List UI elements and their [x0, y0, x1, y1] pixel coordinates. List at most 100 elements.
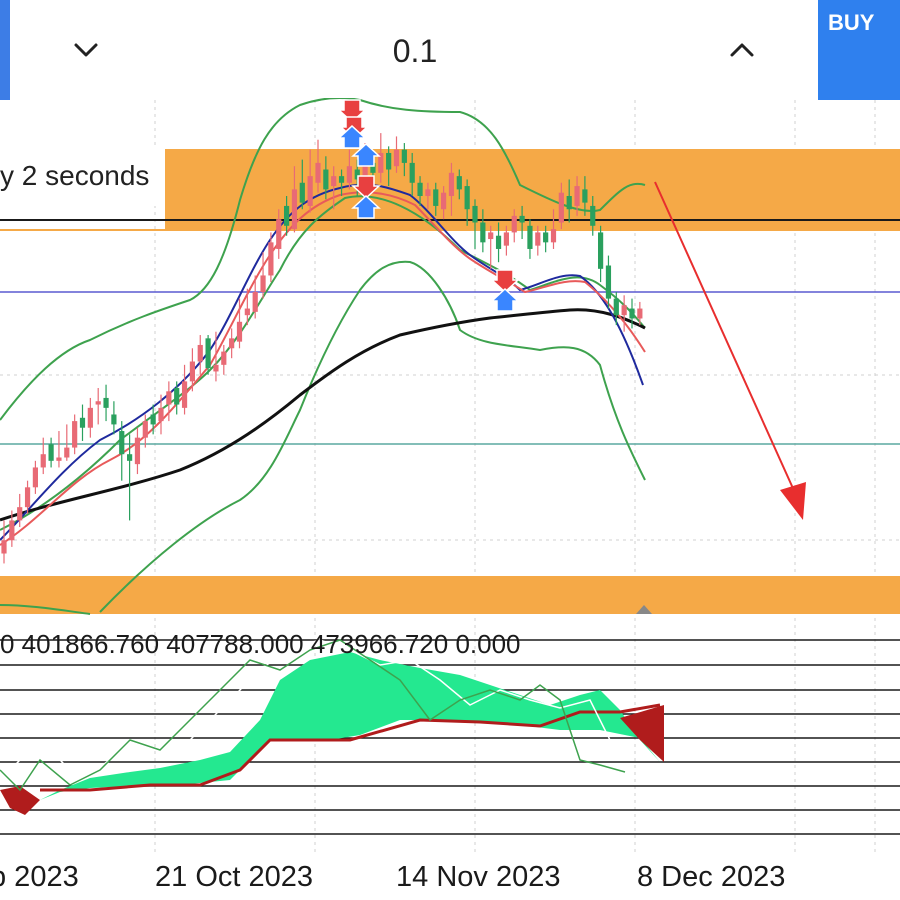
- candle[interactable]: [378, 133, 384, 183]
- candle[interactable]: [495, 222, 502, 263]
- sell-signal-arrow: [351, 175, 381, 200]
- sell-button-edge[interactable]: [0, 0, 10, 100]
- candle[interactable]: [299, 159, 305, 210]
- candle[interactable]: [558, 182, 564, 230]
- candle[interactable]: [472, 199, 478, 249]
- candle[interactable]: [40, 437, 46, 475]
- candle[interactable]: [605, 255, 612, 309]
- candle[interactable]: [590, 196, 596, 236]
- candle[interactable]: [134, 427, 141, 475]
- candle[interactable]: [268, 232, 274, 283]
- candle[interactable]: [142, 414, 148, 448]
- candle[interactable]: [503, 225, 509, 256]
- candle[interactable]: [574, 176, 580, 216]
- decrease-lot-button[interactable]: [58, 22, 114, 78]
- candle[interactable]: [229, 328, 235, 359]
- candle-body: [519, 215, 525, 223]
- candle[interactable]: [103, 384, 109, 422]
- candle[interactable]: [629, 298, 635, 329]
- forecast-arrow[interactable]: [654, 181, 806, 520]
- candle-body: [503, 232, 509, 246]
- candle[interactable]: [393, 136, 400, 173]
- candle[interactable]: [158, 394, 164, 435]
- candle[interactable]: [24, 480, 31, 514]
- candle[interactable]: [535, 225, 541, 256]
- candle[interactable]: [221, 344, 227, 375]
- candle[interactable]: [386, 146, 392, 187]
- candle[interactable]: [598, 225, 604, 283]
- candle[interactable]: [613, 292, 619, 326]
- candle[interactable]: [150, 404, 156, 435]
- candle[interactable]: [236, 298, 243, 349]
- candle[interactable]: [401, 143, 407, 177]
- candle[interactable]: [17, 493, 23, 528]
- chevron-down-icon: [74, 43, 98, 57]
- candle[interactable]: [119, 421, 125, 481]
- candle[interactable]: [464, 179, 470, 226]
- candle[interactable]: [48, 437, 54, 468]
- candle[interactable]: [1, 520, 7, 564]
- candle[interactable]: [197, 335, 203, 375]
- candle-body: [24, 487, 31, 508]
- candle[interactable]: [79, 404, 86, 441]
- candle[interactable]: [527, 219, 533, 259]
- candle[interactable]: [550, 209, 557, 249]
- candle[interactable]: [95, 388, 101, 425]
- candle-body: [582, 189, 588, 203]
- indicator-values: 0 401866.760 407788.000 473966.720 0.000: [0, 629, 521, 659]
- candle[interactable]: [519, 205, 525, 240]
- increase-lot-button[interactable]: [714, 22, 770, 78]
- candle[interactable]: [252, 275, 258, 319]
- candle-body: [252, 292, 258, 312]
- candle[interactable]: [32, 460, 38, 494]
- lot-size-value[interactable]: 0.1: [392, 33, 438, 69]
- candle-body: [574, 186, 580, 206]
- candle[interactable]: [64, 424, 70, 461]
- candle[interactable]: [9, 510, 15, 547]
- candle[interactable]: [189, 348, 195, 392]
- candle-body: [464, 186, 470, 210]
- candle[interactable]: [448, 162, 455, 216]
- candle[interactable]: [621, 295, 627, 332]
- candle[interactable]: [111, 401, 117, 435]
- candle[interactable]: [338, 169, 345, 196]
- price-chart[interactable]: [0, 98, 900, 858]
- candle[interactable]: [480, 209, 486, 253]
- period-marker: [636, 605, 652, 614]
- buy-button[interactable]: BUY: [818, 0, 900, 100]
- candle[interactable]: [637, 301, 643, 326]
- candle[interactable]: [87, 397, 93, 438]
- candle-body: [448, 172, 455, 196]
- candle[interactable]: [181, 364, 188, 415]
- candle[interactable]: [244, 288, 250, 326]
- candle[interactable]: [174, 381, 180, 415]
- candle[interactable]: [346, 149, 352, 190]
- candle[interactable]: [433, 182, 439, 216]
- candle[interactable]: [213, 331, 219, 382]
- candle[interactable]: [127, 434, 133, 521]
- candle[interactable]: [276, 209, 282, 259]
- candle[interactable]: [56, 431, 62, 468]
- candle[interactable]: [166, 381, 172, 422]
- candle[interactable]: [425, 182, 431, 210]
- candle[interactable]: [307, 149, 313, 213]
- candle[interactable]: [417, 176, 423, 206]
- candle[interactable]: [582, 176, 588, 216]
- candle-body: [338, 176, 345, 183]
- candle[interactable]: [543, 225, 549, 253]
- candle[interactable]: [205, 335, 211, 375]
- candle[interactable]: [284, 196, 290, 236]
- candle[interactable]: [291, 166, 298, 233]
- candle[interactable]: [566, 179, 572, 223]
- candle[interactable]: [260, 252, 266, 299]
- candle[interactable]: [488, 225, 494, 269]
- candle[interactable]: [323, 156, 329, 200]
- candle[interactable]: [456, 169, 462, 200]
- candle[interactable]: [315, 139, 321, 193]
- candle[interactable]: [409, 152, 415, 196]
- candle[interactable]: [511, 209, 517, 243]
- candle[interactable]: [441, 186, 447, 220]
- candle[interactable]: [72, 414, 78, 455]
- candle[interactable]: [331, 166, 337, 210]
- buy-button-label: BUY: [828, 10, 875, 35]
